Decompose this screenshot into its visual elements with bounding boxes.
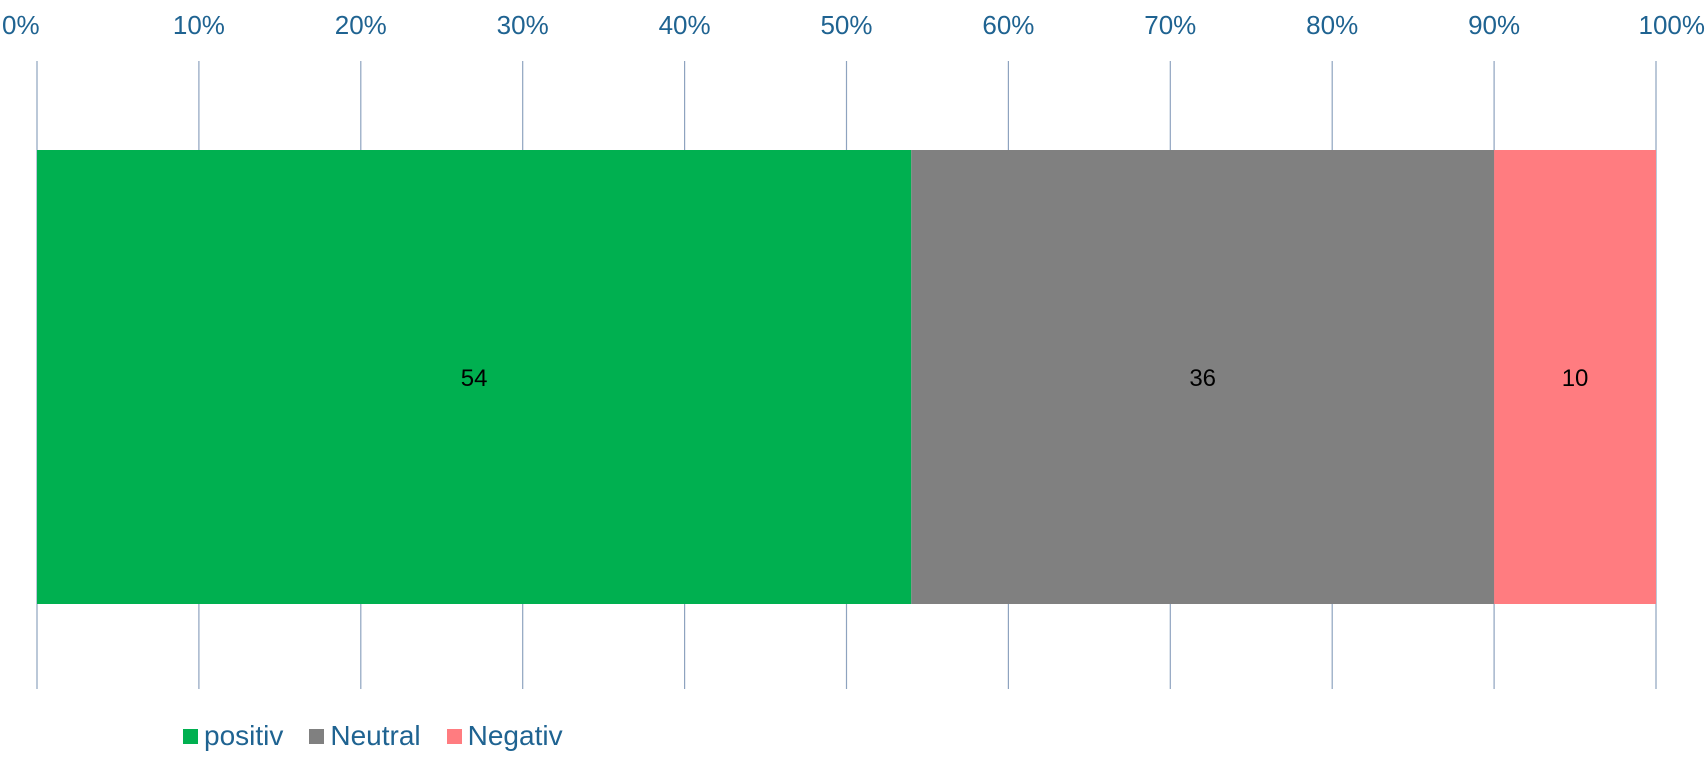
legend-item-positiv: positiv: [183, 721, 283, 751]
legend: positiv Neutral Negativ: [183, 721, 589, 751]
x-tick-label: 90%: [1468, 10, 1520, 40]
x-tick-label: 100%: [1639, 10, 1706, 40]
x-tick-label: 0%: [2, 10, 40, 40]
data-label-neutral: 36: [1189, 365, 1216, 392]
legend-item-negativ: Negativ: [446, 720, 563, 751]
legend-item-neutral: Neutral: [309, 720, 421, 751]
legend-label-neutral: Neutral: [330, 720, 421, 751]
x-tick-label: 10%: [173, 10, 225, 40]
legend-swatch-negativ: [446, 728, 462, 744]
legend-swatch-positiv: [183, 728, 198, 744]
x-tick-label: 70%: [1144, 10, 1196, 40]
x-tick-label: 30%: [497, 10, 549, 40]
x-tick-label: 60%: [982, 10, 1034, 40]
data-label-negativ: 10: [1562, 365, 1589, 392]
bar-segment-neutral: [911, 150, 1495, 604]
data-label-positiv: 54: [461, 365, 488, 392]
x-tick-label: 80%: [1306, 10, 1358, 40]
legend-label-positiv: positiv: [204, 720, 284, 751]
legend-label-negativ: Negativ: [467, 720, 563, 751]
x-tick-label: 40%: [659, 10, 711, 40]
x-tick-label: 50%: [820, 10, 872, 40]
bar-segment-positiv: [37, 150, 912, 604]
legend-swatch-neutral: [309, 728, 325, 744]
bar-segment-negativ: [1494, 150, 1656, 604]
x-tick-label: 20%: [335, 10, 387, 40]
